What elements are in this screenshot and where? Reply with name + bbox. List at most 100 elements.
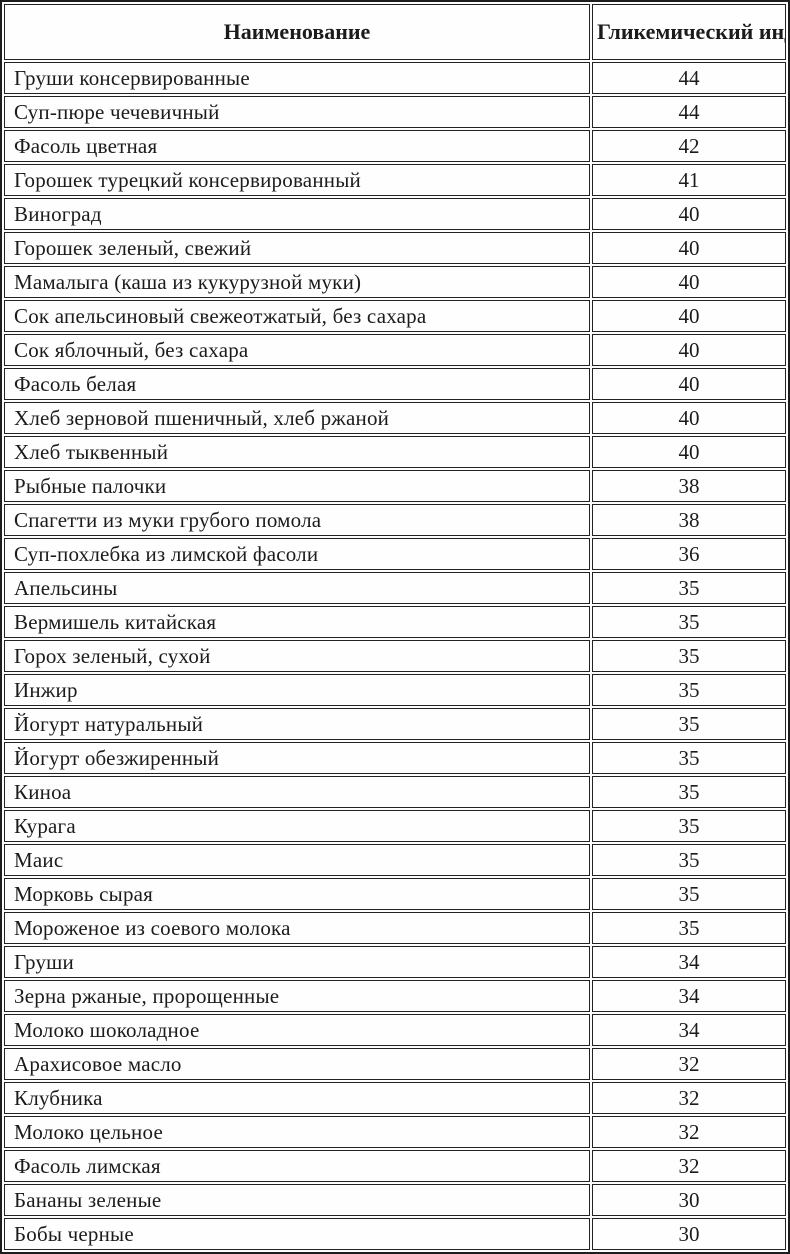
food-name-cell: Мамалыга (каша из кукурузной муки) <box>4 266 590 298</box>
gi-value-cell: 38 <box>592 504 786 536</box>
table-row: Фасоль белая 40 <box>4 368 786 400</box>
food-name-cell: Фасоль белая <box>4 368 590 400</box>
table-row: Спагетти из муки грубого помола 38 <box>4 504 786 536</box>
gi-value-cell: 41 <box>592 164 786 196</box>
food-name-cell: Арахисовое масло <box>4 1048 590 1080</box>
food-name-cell: Фасоль лимская <box>4 1150 590 1182</box>
gi-value-cell: 40 <box>592 266 786 298</box>
food-name-cell: Клубника <box>4 1082 590 1114</box>
table-row: Инжир 35 <box>4 674 786 706</box>
food-name-cell: Груши <box>4 946 590 978</box>
table-body: Груши консервированные 44 Суп-пюре чечевич… <box>4 62 786 1250</box>
table-row: Морковь сырая 35 <box>4 878 786 910</box>
gi-value-cell: 40 <box>592 300 786 332</box>
gi-value-cell: 35 <box>592 810 786 842</box>
header-row: Наименование Гликемический индекс <box>4 4 786 60</box>
food-name-cell: Курага <box>4 810 590 842</box>
table-row: Вермишель китайская 35 <box>4 606 786 638</box>
table-row: Бобы черные 30 <box>4 1218 786 1250</box>
table-row: Фасоль цветная 42 <box>4 130 786 162</box>
food-name-cell: Фасоль цветная <box>4 130 590 162</box>
table-row: Виноград 40 <box>4 198 786 230</box>
gi-value-cell: 40 <box>592 198 786 230</box>
food-name-cell: Морковь сырая <box>4 878 590 910</box>
food-name-cell: Бананы зеленые <box>4 1184 590 1216</box>
food-name-cell: Сок яблочный, без сахара <box>4 334 590 366</box>
gi-value-cell: 35 <box>592 708 786 740</box>
food-name-cell: Суп-похлебка из лимской фасоли <box>4 538 590 570</box>
table-row: Фасоль лимская 32 <box>4 1150 786 1182</box>
table-row: Йогурт обезжиренный 35 <box>4 742 786 774</box>
food-name-cell: Сок апельсиновый свежеотжатый, без сахар… <box>4 300 590 332</box>
table-row: Горошек турецкий консервированный 41 <box>4 164 786 196</box>
food-name-cell: Киноа <box>4 776 590 808</box>
food-name-cell: Молоко цельное <box>4 1116 590 1148</box>
food-name-cell: Мороженое из соевого молока <box>4 912 590 944</box>
gi-value-cell: 40 <box>592 436 786 468</box>
table-row: Молоко шоколадное 34 <box>4 1014 786 1046</box>
food-name-cell: Рыбные палочки <box>4 470 590 502</box>
column-header-name: Наименование <box>4 4 590 60</box>
table-row: Киноа 35 <box>4 776 786 808</box>
table-row: Апельсины 35 <box>4 572 786 604</box>
gi-value-cell: 30 <box>592 1184 786 1216</box>
food-name-cell: Горошек зеленый, свежий <box>4 232 590 264</box>
food-name-cell: Зерна ржаные, пророщенные <box>4 980 590 1012</box>
gi-value-cell: 34 <box>592 980 786 1012</box>
food-name-cell: Хлеб зерновой пшеничный, хлеб ржаной <box>4 402 590 434</box>
food-name-cell: Хлеб тыквенный <box>4 436 590 468</box>
gi-value-cell: 40 <box>592 232 786 264</box>
gi-value-cell: 35 <box>592 912 786 944</box>
table-row: Молоко цельное 32 <box>4 1116 786 1148</box>
food-name-cell: Бобы черные <box>4 1218 590 1250</box>
table-row: Мороженое из соевого молока 35 <box>4 912 786 944</box>
gi-value-cell: 40 <box>592 334 786 366</box>
gi-value-cell: 35 <box>592 776 786 808</box>
table-row: Груши консервированные 44 <box>4 62 786 94</box>
table-row: Бананы зеленые 30 <box>4 1184 786 1216</box>
table-row: Зерна ржаные, пророщенные 34 <box>4 980 786 1012</box>
food-name-cell: Йогурт обезжиренный <box>4 742 590 774</box>
gi-value-cell: 35 <box>592 606 786 638</box>
gi-value-cell: 38 <box>592 470 786 502</box>
gi-value-cell: 35 <box>592 844 786 876</box>
food-name-cell: Виноград <box>4 198 590 230</box>
gi-value-cell: 35 <box>592 572 786 604</box>
food-name-cell: Молоко шоколадное <box>4 1014 590 1046</box>
table-row: Мамалыга (каша из кукурузной муки) 40 <box>4 266 786 298</box>
table-row: Суп-пюре чечевичный 44 <box>4 96 786 128</box>
gi-value-cell: 35 <box>592 640 786 672</box>
table-row: Клубника 32 <box>4 1082 786 1114</box>
food-name-cell: Суп-пюре чечевичный <box>4 96 590 128</box>
food-name-cell: Йогурт натуральный <box>4 708 590 740</box>
gi-value-cell: 32 <box>592 1048 786 1080</box>
gi-value-cell: 32 <box>592 1116 786 1148</box>
table-row: Курага 35 <box>4 810 786 842</box>
gi-value-cell: 32 <box>592 1150 786 1182</box>
food-name-cell: Маис <box>4 844 590 876</box>
gi-value-cell: 32 <box>592 1082 786 1114</box>
gi-value-cell: 35 <box>592 878 786 910</box>
gi-value-cell: 34 <box>592 946 786 978</box>
food-name-cell: Инжир <box>4 674 590 706</box>
food-name-cell: Горошек турецкий консервированный <box>4 164 590 196</box>
table-row: Горошек зеленый, свежий 40 <box>4 232 786 264</box>
table-row: Сок апельсиновый свежеотжатый, без сахар… <box>4 300 786 332</box>
column-header-glycemic-index: Гликемический индекс <box>592 4 786 60</box>
gi-value-cell: 42 <box>592 130 786 162</box>
gi-value-cell: 34 <box>592 1014 786 1046</box>
gi-value-cell: 44 <box>592 96 786 128</box>
table-row: Йогурт натуральный 35 <box>4 708 786 740</box>
food-name-cell: Спагетти из муки грубого помола <box>4 504 590 536</box>
gi-value-cell: 30 <box>592 1218 786 1250</box>
gi-value-cell: 40 <box>592 402 786 434</box>
food-name-cell: Груши консервированные <box>4 62 590 94</box>
table-row: Суп-похлебка из лимской фасоли 36 <box>4 538 786 570</box>
table-row: Арахисовое масло 32 <box>4 1048 786 1080</box>
table-row: Рыбные палочки 38 <box>4 470 786 502</box>
table-row: Хлеб тыквенный 40 <box>4 436 786 468</box>
table-row: Маис 35 <box>4 844 786 876</box>
table-row: Груши 34 <box>4 946 786 978</box>
